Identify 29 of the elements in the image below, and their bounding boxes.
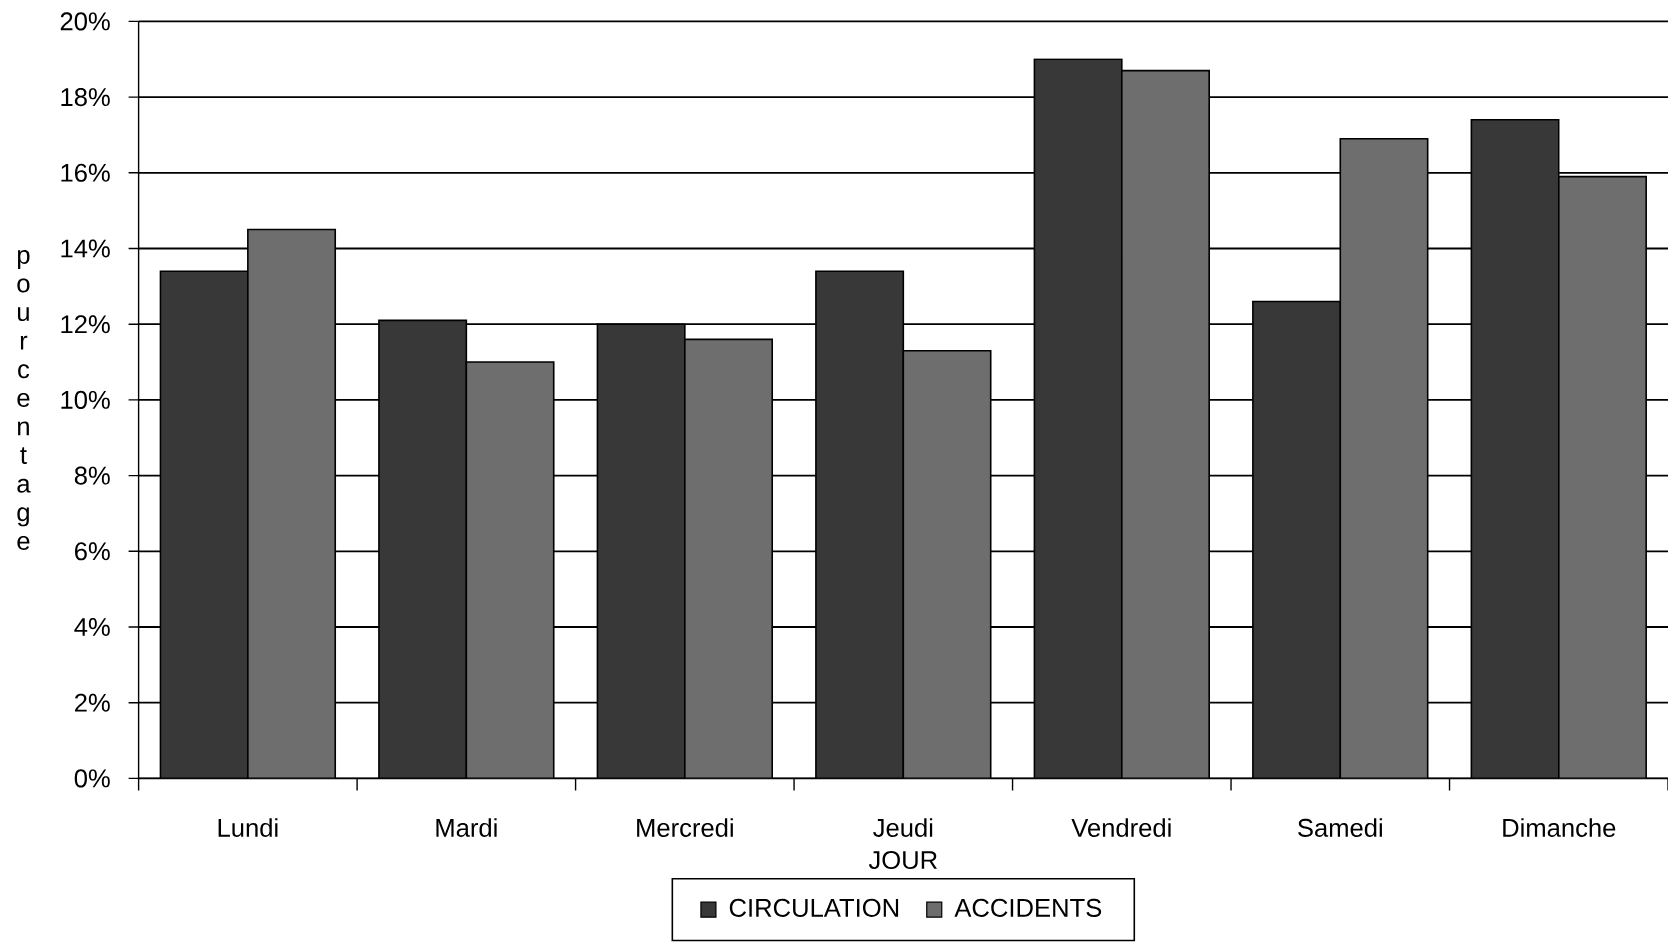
bar [247, 229, 336, 779]
legend-label: CIRCULATION [729, 898, 899, 917]
x-tick-label: Mardi [436, 818, 497, 837]
bar [1121, 70, 1210, 779]
bar [903, 350, 991, 779]
y-tick-label: 18% [61, 88, 110, 107]
y-tick-label: 12% [61, 315, 110, 334]
x-tick-label: Vendredi [1071, 818, 1171, 837]
x-tick-label: Lundi [218, 818, 278, 837]
x-tick-label: Samedi [1298, 818, 1382, 837]
y-tick-label: 10% [61, 390, 110, 409]
bar [1557, 175, 1647, 779]
x-tick-label: Jeudi [873, 818, 933, 837]
y-tick-label: 20% [60, 12, 110, 31]
y-tick-label: 2% [75, 693, 110, 712]
text: pourcentage [17, 249, 31, 550]
y-tick-label: 8% [74, 466, 110, 485]
y-tick-label: 14% [61, 239, 110, 258]
bar [684, 339, 773, 779]
x-axis-title: JOUR [868, 850, 937, 870]
y-tick-label: 6% [75, 542, 110, 561]
x-tick-label: Mercredi [637, 818, 733, 837]
legend-label: ACCIDENTS [954, 898, 1102, 917]
x-tick-label: Dimanche [1503, 818, 1616, 837]
bar [466, 362, 554, 779]
bar [1340, 138, 1428, 779]
y-tick-label: 4% [74, 618, 110, 636]
y-tick-label: 16% [61, 163, 110, 182]
y-tick-label: 0% [74, 769, 110, 788]
